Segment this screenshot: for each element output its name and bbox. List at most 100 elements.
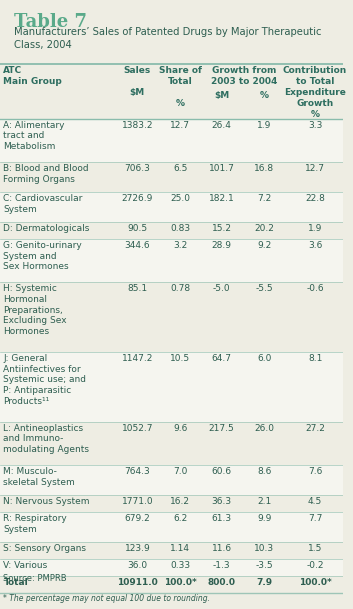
Text: 706.3: 706.3 — [125, 164, 150, 173]
Text: 182.1: 182.1 — [209, 194, 234, 203]
Text: 3.3: 3.3 — [308, 121, 322, 130]
Text: 100.0*: 100.0* — [164, 578, 197, 587]
Text: M: Musculo-
skeletal System: M: Musculo- skeletal System — [4, 467, 75, 487]
Text: Contribution
to Total
Expenditure
Growth
%: Contribution to Total Expenditure Growth… — [283, 66, 347, 119]
Text: R: Respiratory
System: R: Respiratory System — [4, 514, 67, 533]
Text: A: Alimentary
tract and
Metabolism: A: Alimentary tract and Metabolism — [4, 121, 65, 151]
Text: 0.78: 0.78 — [170, 284, 190, 293]
Text: 1052.7: 1052.7 — [122, 424, 153, 432]
Text: Sales

$M: Sales $M — [124, 66, 151, 97]
Text: S: Sensory Organs: S: Sensory Organs — [4, 544, 86, 553]
Text: Source: PMPRB: Source: PMPRB — [4, 574, 67, 583]
Text: 20.2: 20.2 — [255, 224, 274, 233]
Bar — [0, 239, 343, 283]
Text: 10.3: 10.3 — [255, 544, 275, 553]
Text: 9.6: 9.6 — [173, 424, 187, 432]
Text: 64.7: 64.7 — [211, 354, 232, 363]
Text: -5.0: -5.0 — [213, 284, 231, 293]
Text: 7.6: 7.6 — [308, 467, 322, 476]
Text: L: Antineoplastics
and Immuno-
modulating Agents: L: Antineoplastics and Immuno- modulatin… — [4, 424, 89, 454]
Text: 16.8: 16.8 — [255, 164, 275, 173]
Text: 0.83: 0.83 — [170, 224, 190, 233]
Bar — [0, 512, 343, 542]
Text: 8.1: 8.1 — [308, 354, 322, 363]
Text: 9.2: 9.2 — [257, 241, 271, 250]
Text: 1.9: 1.9 — [257, 121, 272, 130]
Text: H: Systemic
Hormonal
Preparations,
Excluding Sex
Hormones: H: Systemic Hormonal Preparations, Exclu… — [4, 284, 67, 336]
Text: 679.2: 679.2 — [125, 514, 150, 523]
Text: Table 7: Table 7 — [14, 13, 87, 32]
Text: ATC
Main Group: ATC Main Group — [4, 66, 62, 86]
Text: 7.0: 7.0 — [173, 467, 187, 476]
Text: -1.3: -1.3 — [213, 561, 231, 570]
Text: 101.7: 101.7 — [209, 164, 234, 173]
Text: 61.3: 61.3 — [211, 514, 232, 523]
Text: Manufacturers’ Sales of Patented Drugs by Major Therapeutic
Class, 2004: Manufacturers’ Sales of Patented Drugs b… — [14, 27, 322, 49]
Text: 4.5: 4.5 — [308, 497, 322, 506]
Bar — [0, 352, 343, 422]
Text: 60.6: 60.6 — [211, 467, 232, 476]
Text: 27.2: 27.2 — [305, 424, 325, 432]
Text: 1.5: 1.5 — [308, 544, 322, 553]
Text: 3.2: 3.2 — [173, 241, 187, 250]
Text: 1147.2: 1147.2 — [122, 354, 153, 363]
Text: 344.6: 344.6 — [125, 241, 150, 250]
Text: 26.0: 26.0 — [255, 424, 274, 432]
Text: 7.2: 7.2 — [257, 194, 271, 203]
Bar — [0, 119, 343, 162]
Text: 1.14: 1.14 — [170, 544, 190, 553]
Text: -3.5: -3.5 — [256, 561, 273, 570]
Text: 0.33: 0.33 — [170, 561, 190, 570]
Text: 10.5: 10.5 — [170, 354, 190, 363]
Text: N: Nervous System: N: Nervous System — [4, 497, 90, 506]
Text: 1771.0: 1771.0 — [121, 497, 153, 506]
Text: 28.9: 28.9 — [211, 241, 232, 250]
Text: 22.8: 22.8 — [305, 194, 325, 203]
Text: 12.7: 12.7 — [170, 121, 190, 130]
Text: 6.0: 6.0 — [257, 354, 272, 363]
Text: 217.5: 217.5 — [209, 424, 234, 432]
Text: 2726.9: 2726.9 — [122, 194, 153, 203]
Text: V: Various: V: Various — [4, 561, 48, 570]
Text: -5.5: -5.5 — [256, 284, 273, 293]
Text: 11.6: 11.6 — [211, 544, 232, 553]
Text: 10911.0: 10911.0 — [117, 578, 158, 587]
Text: $M: $M — [214, 91, 229, 100]
Text: -0.2: -0.2 — [306, 561, 324, 570]
Text: 2.1: 2.1 — [257, 497, 271, 506]
Text: 85.1: 85.1 — [127, 284, 148, 293]
Bar — [0, 192, 343, 222]
Text: 1.9: 1.9 — [308, 224, 322, 233]
Text: 26.4: 26.4 — [211, 121, 232, 130]
Text: C: Cardiovascular
System: C: Cardiovascular System — [4, 194, 83, 214]
Text: Share of
Total

%: Share of Total % — [159, 66, 202, 108]
Text: 6.2: 6.2 — [173, 514, 187, 523]
Text: D: Dermatologicals: D: Dermatologicals — [4, 224, 90, 233]
Text: 15.2: 15.2 — [211, 224, 232, 233]
Text: 90.5: 90.5 — [127, 224, 148, 233]
Text: 1383.2: 1383.2 — [122, 121, 153, 130]
Text: * The percentage may not equal 100 due to rounding.: * The percentage may not equal 100 due t… — [4, 594, 210, 603]
Text: 36.3: 36.3 — [211, 497, 232, 506]
Text: 123.9: 123.9 — [125, 544, 150, 553]
Text: 7.7: 7.7 — [308, 514, 322, 523]
Text: B: Blood and Blood
Forming Organs: B: Blood and Blood Forming Organs — [4, 164, 89, 184]
Text: 764.3: 764.3 — [125, 467, 150, 476]
Text: 9.9: 9.9 — [257, 514, 272, 523]
Text: Total: Total — [4, 578, 28, 587]
Text: %: % — [260, 91, 269, 100]
Text: 12.7: 12.7 — [305, 164, 325, 173]
Text: G: Genito-urinary
System and
Sex Hormones: G: Genito-urinary System and Sex Hormone… — [4, 241, 82, 272]
Text: 800.0: 800.0 — [208, 578, 235, 587]
Bar — [0, 559, 343, 576]
Text: 8.6: 8.6 — [257, 467, 272, 476]
Text: Growth from
2003 to 2004: Growth from 2003 to 2004 — [211, 66, 277, 86]
Text: J: General
Antiinfectives for
Systemic use; and
P: Antiparasitic
Products¹¹: J: General Antiinfectives for Systemic u… — [4, 354, 86, 406]
Text: 36.0: 36.0 — [127, 561, 148, 570]
Text: -0.6: -0.6 — [306, 284, 324, 293]
Text: 16.2: 16.2 — [170, 497, 190, 506]
Bar — [0, 465, 343, 495]
Text: 100.0*: 100.0* — [299, 578, 331, 587]
Text: 3.6: 3.6 — [308, 241, 322, 250]
Text: 7.9: 7.9 — [256, 578, 273, 587]
